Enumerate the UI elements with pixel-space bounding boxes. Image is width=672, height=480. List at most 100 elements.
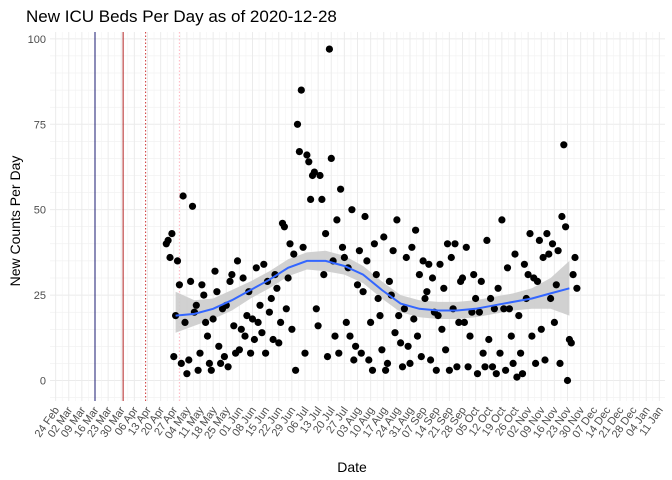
data-point — [340, 253, 348, 262]
data-point — [432, 366, 440, 374]
data-point — [552, 281, 560, 289]
data-point — [370, 240, 378, 248]
data-point — [250, 335, 258, 344]
data-point — [509, 359, 517, 367]
data-point — [183, 370, 191, 378]
data-point — [453, 363, 461, 371]
data-point — [353, 281, 362, 289]
data-point — [248, 315, 257, 323]
data-point — [537, 325, 545, 333]
data-point — [226, 277, 234, 285]
data-point — [202, 318, 210, 326]
data-point — [468, 308, 476, 316]
data-point — [262, 349, 270, 357]
data-point — [224, 363, 232, 371]
data-point — [237, 325, 245, 333]
data-point — [188, 202, 197, 210]
data-point — [247, 349, 255, 357]
data-point — [479, 349, 487, 357]
data-point — [196, 349, 204, 357]
data-point — [548, 240, 557, 248]
data-point — [333, 216, 341, 224]
data-point — [470, 271, 478, 279]
data-point — [365, 356, 373, 364]
data-point — [335, 349, 343, 357]
data-point — [425, 260, 433, 268]
data-point — [307, 195, 315, 203]
data-point — [290, 250, 298, 258]
data-point — [269, 335, 277, 344]
data-point — [571, 253, 579, 262]
data-point — [363, 257, 371, 265]
data-point — [348, 206, 356, 214]
data-point — [483, 236, 491, 244]
data-point — [528, 332, 536, 340]
data-point — [185, 356, 193, 364]
data-point — [164, 236, 172, 244]
data-point — [310, 168, 318, 176]
data-point — [503, 264, 512, 272]
data-point — [492, 370, 500, 378]
data-point — [385, 277, 393, 285]
data-point — [382, 366, 390, 374]
data-point — [413, 332, 422, 340]
data-point — [355, 247, 363, 255]
data-point — [301, 349, 309, 357]
data-point — [485, 335, 493, 344]
data-point — [481, 363, 489, 371]
data-point — [500, 305, 508, 313]
data-point — [252, 264, 260, 272]
data-point — [295, 148, 303, 156]
y-tick-label: 100 — [28, 34, 46, 46]
data-point — [496, 349, 504, 357]
data-point — [207, 366, 215, 374]
data-point — [438, 325, 446, 333]
data-point — [488, 363, 497, 371]
data-point — [473, 370, 482, 378]
data-point — [352, 342, 360, 350]
data-point — [175, 281, 183, 289]
data-point — [567, 339, 575, 347]
data-point — [200, 291, 208, 299]
reference-lines — [94, 32, 180, 401]
data-point — [297, 86, 305, 94]
y-tick-label: 75 — [34, 119, 46, 131]
data-point — [455, 318, 463, 326]
data-point — [357, 349, 365, 357]
data-point — [233, 257, 242, 265]
data-point — [408, 243, 416, 251]
smooth-line — [175, 259, 570, 317]
data-point — [466, 332, 474, 340]
data-point — [168, 230, 176, 238]
data-point — [400, 305, 408, 313]
data-point — [524, 271, 532, 279]
data-point — [507, 332, 515, 340]
data-point — [380, 233, 388, 241]
data-point — [260, 260, 268, 268]
data-point — [440, 284, 448, 292]
data-point — [342, 318, 350, 326]
data-point — [458, 274, 467, 282]
data-point — [256, 301, 264, 309]
data-point — [520, 260, 529, 268]
y-tick-label: 0 — [40, 376, 46, 388]
data-point — [277, 318, 285, 326]
data-point — [318, 195, 326, 203]
data-point — [402, 253, 410, 262]
data-point — [337, 185, 345, 193]
data-point — [511, 250, 519, 258]
data-point — [558, 212, 566, 221]
data-point — [312, 305, 320, 313]
data-point — [303, 151, 311, 159]
data-point — [517, 349, 525, 357]
data-point — [406, 359, 414, 367]
data-point — [220, 353, 228, 361]
data-point — [533, 277, 542, 285]
data-point — [560, 141, 568, 149]
data-point — [545, 250, 553, 258]
data-point — [331, 332, 339, 340]
data-point — [419, 257, 427, 265]
data-point — [322, 230, 330, 238]
data-point — [205, 359, 213, 367]
